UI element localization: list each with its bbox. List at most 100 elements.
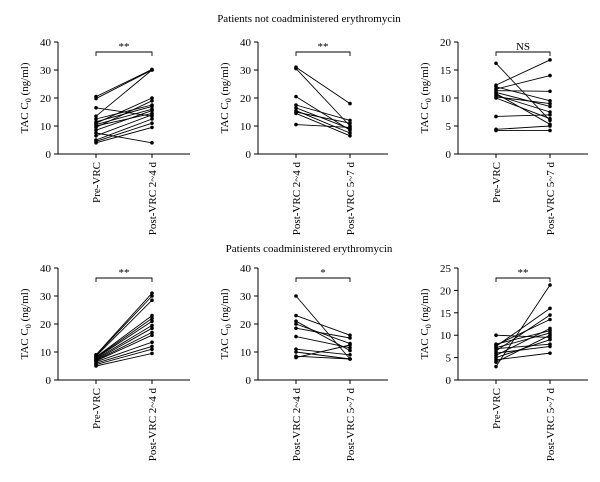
data-point (548, 326, 552, 331)
y-tick-label: 5 (446, 353, 452, 365)
data-point (150, 347, 154, 352)
y-axis-label: TAC C0 (ng/ml) (19, 62, 33, 133)
series-line (95, 110, 153, 131)
series-line (495, 345, 551, 354)
y-axis-label-subscript: 0 (224, 98, 233, 102)
significance-label: NS (516, 41, 530, 53)
y-tick-label: 10 (240, 347, 252, 359)
y-tick-label: 10 (240, 121, 252, 133)
series-line (295, 111, 351, 124)
series-line (295, 68, 351, 127)
data-point (294, 294, 298, 298)
series-line (295, 124, 351, 128)
y-axis-label-unit: (ng/ml) (419, 288, 431, 324)
data-point (150, 323, 154, 328)
y-tick-label: 0 (246, 375, 252, 387)
y-tick-label: 0 (446, 149, 452, 161)
data-point (150, 298, 154, 303)
series-line (495, 59, 551, 86)
series-line (95, 315, 153, 358)
data-point (548, 351, 552, 355)
data-point (294, 111, 298, 116)
series-line (295, 112, 351, 137)
series-line (495, 125, 551, 130)
series-line (495, 75, 551, 90)
series-line (495, 343, 551, 350)
data-point (294, 122, 298, 127)
y-tick-label: 0 (246, 149, 252, 161)
data-point (548, 101, 552, 106)
data-point (548, 283, 552, 287)
y-tick-label: 10 (440, 93, 452, 105)
series-line (295, 355, 351, 360)
significance-bracket (495, 277, 551, 282)
data-point (150, 351, 154, 356)
data-point (94, 128, 98, 132)
y-axis-label: TAC C0 (ng/ml) (419, 288, 433, 359)
data-point (348, 134, 352, 138)
data-point (494, 364, 498, 369)
series-line (95, 69, 153, 99)
y-axis-label: TAC C0 (ng/ml) (219, 288, 233, 359)
y-tick-label: 20 (240, 93, 252, 105)
data-point (150, 113, 154, 117)
series-line (495, 307, 551, 347)
x-tick-label: Pre-VRC (91, 388, 103, 429)
y-axis-label-unit: (ng/ml) (19, 288, 31, 324)
series-line (495, 86, 551, 102)
y-axis-label-unit: (ng/ml) (219, 288, 231, 324)
series-line (295, 107, 351, 130)
data-point (548, 73, 552, 78)
data-point (150, 121, 154, 125)
series-line (495, 352, 551, 361)
significance-bracket (295, 51, 351, 56)
data-point (150, 125, 154, 130)
x-tick-label: Post-VRC 2~4 d (147, 388, 159, 462)
y-axis-label-subscript: 0 (24, 98, 33, 102)
data-point (348, 343, 352, 347)
x-tick-label: Post-VRC 2~4 d (291, 388, 303, 462)
significance-label: * (320, 267, 326, 279)
data-point (548, 124, 552, 128)
data-point (348, 101, 352, 106)
x-tick-label: Post-VRC 2~4 d (291, 162, 303, 236)
data-point (548, 113, 552, 117)
x-tick-label: Post-VRC 2~4 d (147, 162, 159, 236)
data-point (494, 360, 498, 364)
data-point (294, 94, 298, 99)
series-line (495, 284, 551, 367)
series-line (495, 314, 551, 352)
data-point (294, 334, 298, 339)
series-line (95, 341, 153, 363)
series-line (95, 325, 153, 360)
y-tick-label: 40 (240, 37, 252, 49)
y-tick-label: 30 (240, 291, 252, 303)
series-line (295, 323, 351, 345)
data-point (150, 291, 154, 296)
data-point (150, 117, 154, 121)
series-line (95, 104, 153, 120)
y-axis-label-subscript: 0 (424, 324, 433, 328)
series-line (95, 126, 153, 144)
series-line (495, 93, 551, 125)
data-point (548, 116, 552, 121)
y-axis-label-main: TAC C (19, 102, 31, 133)
series-line (295, 336, 351, 349)
data-point (348, 336, 352, 340)
series-line (95, 320, 153, 359)
data-point (548, 344, 552, 349)
y-axis-label-main: TAC C (19, 328, 31, 359)
y-tick-label: 20 (40, 319, 52, 331)
data-point (150, 108, 154, 113)
y-axis-label-main: TAC C (419, 328, 431, 359)
data-point (348, 357, 352, 361)
y-tick-label: 10 (440, 330, 452, 342)
y-tick-label: 0 (46, 375, 52, 387)
series-line (95, 132, 153, 144)
data-point (548, 317, 552, 322)
y-tick-label: 10 (40, 347, 52, 359)
y-axis-label-unit: (ng/ml) (219, 62, 231, 98)
significance-label: ** (119, 41, 130, 53)
series-line (95, 295, 153, 356)
